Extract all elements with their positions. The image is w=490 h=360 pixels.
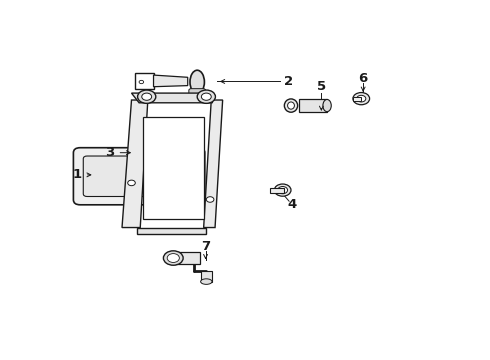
Circle shape	[139, 80, 144, 84]
Ellipse shape	[200, 279, 212, 284]
FancyBboxPatch shape	[189, 89, 206, 98]
Ellipse shape	[288, 102, 294, 109]
Polygon shape	[131, 93, 212, 103]
Text: 6: 6	[359, 72, 368, 85]
Bar	[270, 188, 284, 193]
Bar	[135, 73, 153, 89]
Text: 3: 3	[105, 146, 115, 159]
Ellipse shape	[190, 70, 204, 94]
Ellipse shape	[323, 99, 331, 112]
Polygon shape	[137, 228, 206, 234]
Bar	[298, 99, 327, 112]
Bar	[353, 97, 361, 100]
Circle shape	[197, 90, 216, 103]
Circle shape	[274, 184, 291, 196]
Circle shape	[167, 253, 179, 262]
Circle shape	[353, 93, 369, 105]
Circle shape	[163, 251, 183, 265]
Circle shape	[201, 93, 211, 100]
Polygon shape	[204, 100, 222, 228]
Circle shape	[138, 90, 156, 103]
Circle shape	[142, 93, 151, 100]
Polygon shape	[153, 75, 188, 87]
Circle shape	[206, 197, 214, 202]
Text: 5: 5	[317, 81, 326, 94]
Circle shape	[357, 95, 366, 102]
Bar	[201, 271, 212, 282]
Text: 7: 7	[201, 240, 210, 253]
Text: 1: 1	[73, 168, 82, 181]
Circle shape	[278, 186, 288, 194]
Text: 2: 2	[284, 75, 293, 88]
Bar	[175, 252, 200, 264]
Bar	[143, 117, 204, 219]
Circle shape	[128, 180, 135, 186]
Text: 4: 4	[288, 198, 297, 211]
Polygon shape	[122, 100, 148, 228]
FancyBboxPatch shape	[74, 148, 205, 205]
Ellipse shape	[284, 99, 297, 112]
FancyBboxPatch shape	[83, 156, 195, 197]
